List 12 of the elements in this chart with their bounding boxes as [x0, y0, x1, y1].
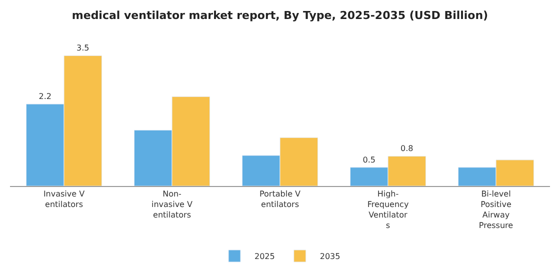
data-label: 0.8	[400, 144, 414, 154]
x-tick-label: Invasive V entilators	[43, 190, 86, 209]
legend-label: 2025	[254, 252, 275, 262]
chart-title: medical ventilator market report, By Type, 2025-2035 (USD Billion)	[72, 8, 488, 22]
legend-label: 2035	[320, 252, 340, 262]
data-label: 3.5	[76, 44, 90, 53]
data-label: 0.5	[362, 155, 376, 164]
x-tick-label: High- Frequency Ventilator s	[367, 190, 409, 230]
x-tick-label: Bi-level Positive Airway Pressure	[478, 190, 514, 230]
x-tick-label: Portable V entilators	[260, 190, 302, 209]
x-tick-label: Non- invasive V entilators	[152, 190, 194, 220]
data-label: 2.2	[38, 92, 52, 102]
